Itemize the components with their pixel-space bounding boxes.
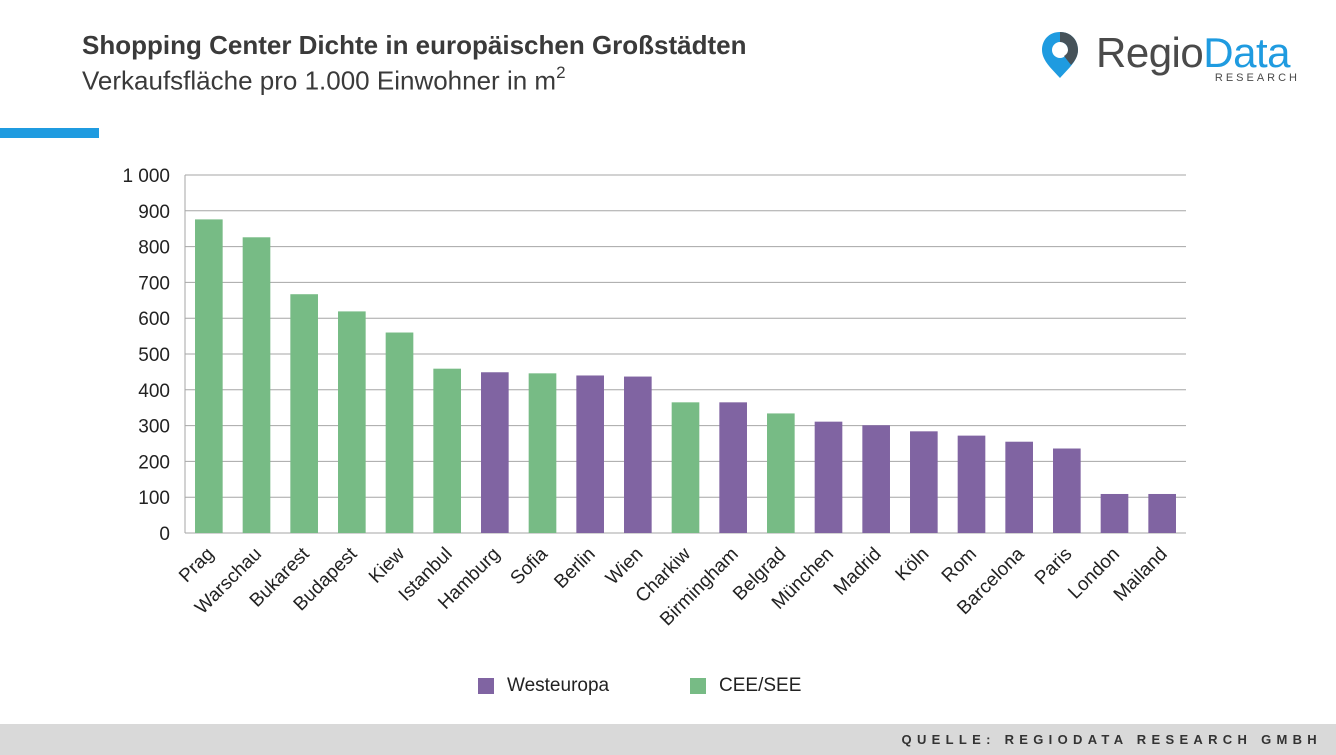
legend-label-westeuropa: Westeuropa [507, 675, 610, 696]
logo-data: Data [1203, 29, 1290, 76]
y-axis: 0 100 200 300 400 500 600 700 800 900 1 000 [122, 166, 186, 545]
source-label: QUELLE: REGIODATA RESEARCH GMBH [901, 732, 1322, 747]
y-tick-label: 0 [159, 524, 170, 545]
chart-title: Shopping Center Dichte in europäischen G… [82, 30, 747, 60]
bar-london [1100, 493, 1129, 533]
y-tick-label: 300 [138, 417, 170, 438]
x-tick-label-kiew: Kiew [365, 543, 409, 587]
bar-madrid [862, 425, 890, 533]
bar-sofia [528, 373, 557, 533]
bar-mailand [1148, 493, 1176, 533]
bar-istanbul [433, 368, 461, 533]
bar-warschau [242, 237, 271, 534]
bar-kiew [385, 332, 414, 533]
y-tick-label: 400 [138, 381, 170, 402]
bar-rom [957, 435, 986, 533]
subtitle-text: Verkaufsfläche pro 1.000 Einwohner in m [82, 65, 557, 96]
x-tick-label-rom: Rom [938, 544, 981, 587]
y-tick-label: 200 [138, 452, 170, 473]
bar-wien [624, 376, 652, 533]
bar-hamburg [481, 372, 509, 533]
bar-chart: 0 100 200 300 400 500 600 700 800 900 1 000 PragWa… [122, 166, 1186, 630]
y-tick-label: 600 [138, 309, 170, 330]
legend-swatch-westeuropa [478, 678, 494, 694]
legend-label-cee-see: CEE/SEE [719, 675, 802, 696]
bar-paris [1053, 448, 1081, 533]
y-tick-label: 900 [138, 202, 170, 223]
regiodata-logo: RegioData RESEARCH [1040, 30, 1310, 86]
bar-prag [195, 219, 223, 533]
bar-muenchen [814, 421, 843, 533]
bar-barcelona [1005, 441, 1033, 533]
bar-bukarest [290, 294, 318, 533]
location-pin-icon [1042, 32, 1078, 78]
x-tick-label-prag: Prag [175, 544, 218, 587]
bar-koeln [910, 431, 938, 533]
subtitle-superscript: 2 [556, 63, 566, 82]
bar-berlin [576, 375, 604, 533]
logo-tagline: RESEARCH [1214, 72, 1300, 84]
logo-wordmark: RegioData [1096, 30, 1290, 76]
logo-regio: Regio [1096, 29, 1204, 76]
y-tick-label: 500 [138, 345, 170, 366]
x-tick-label-sofia: Sofia [507, 543, 553, 589]
bar-birmingham [719, 402, 747, 533]
legend-swatch-cee-see [690, 678, 706, 694]
footer-bar: QUELLE: REGIODATA RESEARCH GMBH [0, 724, 1336, 755]
bar-budapest [338, 311, 366, 533]
accent-bar [0, 128, 99, 138]
x-tick-label-madrid: Madrid [830, 544, 886, 600]
y-tick-label: 700 [138, 273, 170, 294]
legend-item-cee-see: CEE/SEE [690, 674, 801, 698]
bar-charkiw [671, 402, 700, 533]
legend-item-westeuropa: Westeuropa [478, 674, 609, 698]
x-tick-label-mailand: Mailand [1110, 544, 1172, 606]
y-tick-label: 100 [138, 488, 170, 509]
y-tick-label: 1 000 [122, 166, 170, 187]
x-tick-label-koeln: Köln [892, 544, 934, 586]
bar-belgrad [767, 413, 795, 533]
bars [195, 219, 1176, 534]
chart-subtitle: Verkaufsfläche pro 1.000 Einwohner in m2 [82, 63, 566, 97]
y-tick-label: 800 [138, 238, 170, 259]
x-tick-label-berlin: Berlin [551, 544, 600, 593]
